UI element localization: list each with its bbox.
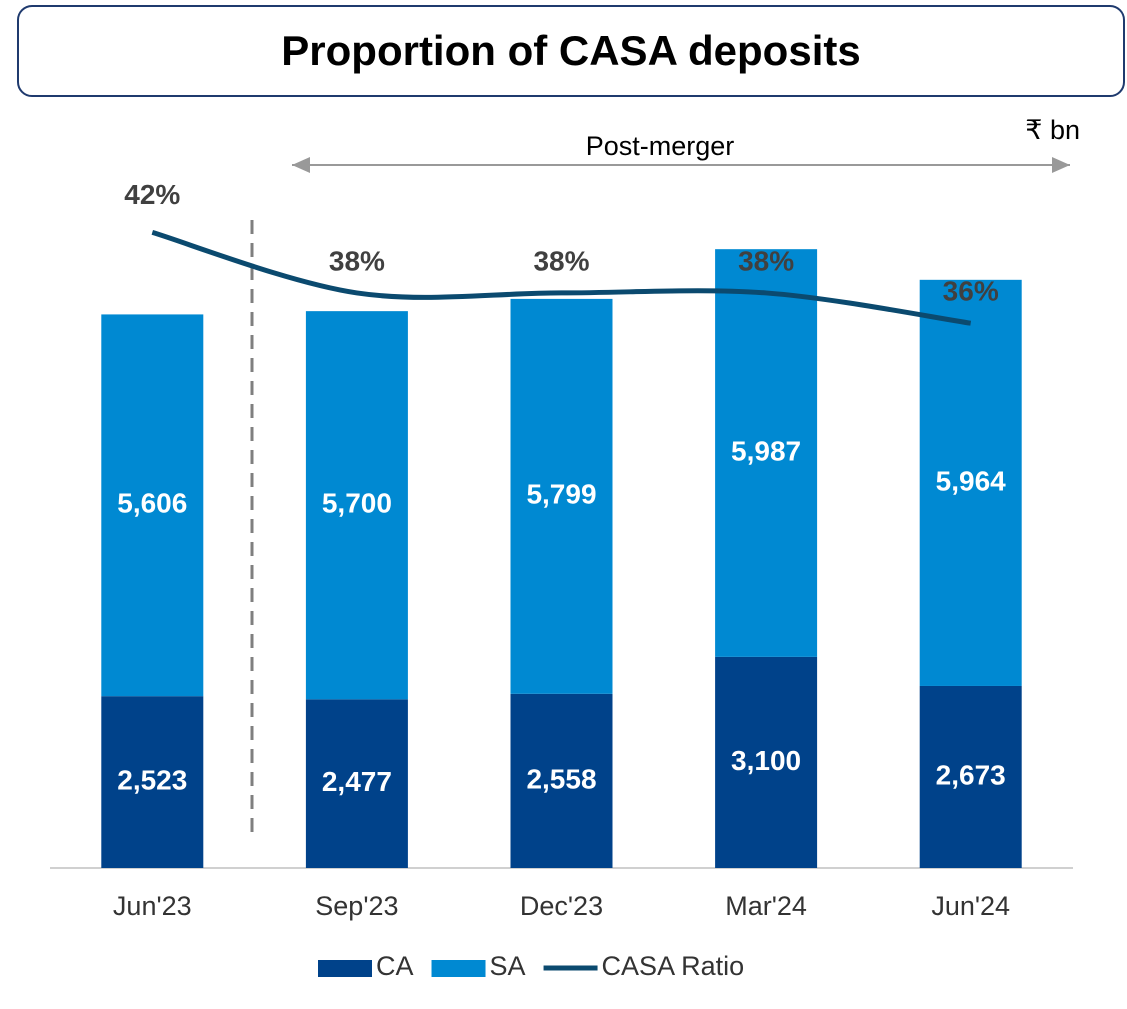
data-label: 3,100 <box>731 745 801 776</box>
ratio-label: 36% <box>943 276 999 307</box>
legend-label: CA <box>376 951 414 981</box>
x-tick-label: Mar'24 <box>725 891 807 921</box>
data-label: 5,700 <box>322 488 392 519</box>
data-label: 5,606 <box>117 488 187 519</box>
title-box <box>17 5 1125 97</box>
ratio-label: 38% <box>738 245 794 276</box>
bar-segment <box>101 696 204 868</box>
data-label: 5,964 <box>936 465 1006 496</box>
x-tick-label: Jun'24 <box>931 891 1010 921</box>
bar-segment <box>305 699 408 868</box>
data-label: 2,523 <box>117 764 187 795</box>
bar-segment <box>305 311 408 700</box>
bar-segment <box>510 693 613 868</box>
ratio-label: 38% <box>533 245 589 276</box>
bar-segment <box>715 249 818 657</box>
x-tick-label: Sep'23 <box>315 891 398 921</box>
ratio-label: 38% <box>329 245 385 276</box>
x-tick-label: Dec'23 <box>520 891 603 921</box>
period-label: Post-merger <box>586 131 735 161</box>
chart-title: Proportion of CASA deposits <box>281 27 860 74</box>
bar-segment <box>101 314 204 697</box>
legend-label: CASA Ratio <box>602 951 745 981</box>
ratio-label: 42% <box>124 179 180 210</box>
legend-swatch <box>318 960 372 977</box>
bar-segment <box>715 656 818 868</box>
ratio-line <box>151 230 972 326</box>
data-label: 2,673 <box>936 759 1006 790</box>
bar-segment <box>919 685 1022 868</box>
bar-segment <box>919 279 1022 686</box>
data-label: 5,987 <box>731 435 801 466</box>
legend-label: SA <box>490 951 526 981</box>
unit-label: ₹ bn <box>1025 115 1080 145</box>
bar-segment <box>510 298 613 694</box>
data-label: 2,558 <box>526 763 596 794</box>
data-label: 5,799 <box>526 479 596 510</box>
legend-swatch <box>431 960 486 977</box>
data-label: 2,477 <box>322 766 392 797</box>
x-tick-label: Jun'23 <box>113 891 192 921</box>
